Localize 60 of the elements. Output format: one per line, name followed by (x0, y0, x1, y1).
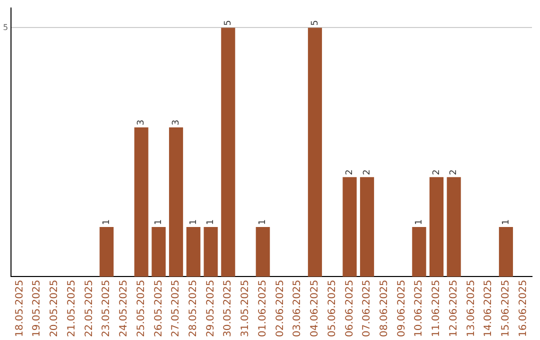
x-tick-label: 30.05.2025 (222, 280, 234, 338)
x-tick-label: 02.06.2025 (274, 280, 286, 338)
x-tick-label: 23.05.2025 (101, 280, 112, 338)
x-tick-label: 10.06.2025 (414, 280, 425, 338)
x-tick-label: 11.06.2025 (431, 280, 442, 338)
data-label: 1 (501, 219, 512, 225)
bar (256, 226, 270, 277)
bar (134, 127, 148, 277)
bar (412, 226, 426, 277)
data-label: 2 (362, 169, 372, 176)
x-tick-label: 13.06.2025 (466, 280, 477, 338)
data-label: 1 (154, 219, 164, 225)
data-label: 2 (432, 169, 442, 176)
bar (446, 177, 461, 277)
x-tick-label: 07.06.2025 (362, 280, 373, 338)
x-tick-label: 25.05.2025 (136, 280, 147, 338)
data-label: 3 (171, 120, 182, 126)
x-tick-label: 16.06.2025 (518, 280, 529, 338)
data-label: 5 (310, 20, 320, 26)
x-tick-label: 24.05.2025 (118, 280, 130, 338)
bar (221, 28, 236, 277)
x-tick-label: 06.06.2025 (344, 280, 356, 338)
x-tick-label: 20.05.2025 (49, 280, 60, 338)
x-tick-label: 19.05.2025 (32, 280, 43, 338)
x-tick-label: 12.06.2025 (448, 280, 460, 338)
bar (169, 127, 184, 277)
bar (360, 177, 374, 277)
bar (308, 28, 322, 277)
x-tick-label: 18.05.2025 (14, 280, 26, 338)
data-label: 3 (136, 120, 147, 126)
x-tick-label: 15.06.2025 (500, 280, 512, 338)
x-tick-label: 27.05.2025 (170, 280, 182, 338)
x-tick-label: 04.06.2025 (310, 280, 321, 338)
x-tick-label: 14.06.2025 (483, 280, 494, 338)
x-tick-label: 08.06.2025 (379, 280, 390, 338)
x-tick-label: 03.06.2025 (292, 280, 304, 338)
data-label: 1 (414, 219, 424, 225)
bar (186, 226, 200, 277)
x-tick-label: 05.06.2025 (326, 280, 338, 338)
x-tick-label: 29.05.2025 (205, 280, 216, 338)
bar (498, 226, 513, 277)
x-tick-label: 21.05.2025 (66, 280, 78, 338)
data-label: 1 (102, 219, 112, 225)
bar (152, 226, 166, 277)
bar (342, 177, 357, 277)
x-tick-label: 01.06.2025 (257, 280, 268, 338)
data-label: 1 (206, 219, 216, 225)
data-label: 1 (188, 219, 199, 225)
x-tick-label: 09.06.2025 (396, 280, 408, 338)
bar (100, 226, 114, 277)
data-label: 2 (449, 169, 460, 176)
bar (204, 226, 218, 277)
x-tick-label: 26.05.2025 (153, 280, 164, 338)
data-label: 2 (345, 169, 356, 176)
bar (429, 177, 444, 277)
data-label: 5 (223, 20, 234, 26)
x-tick-label: 22.05.2025 (84, 280, 95, 338)
x-tick-label: 31.05.2025 (240, 280, 252, 338)
x-tick-label: 28.05.2025 (188, 280, 199, 338)
data-label: 1 (258, 219, 268, 225)
